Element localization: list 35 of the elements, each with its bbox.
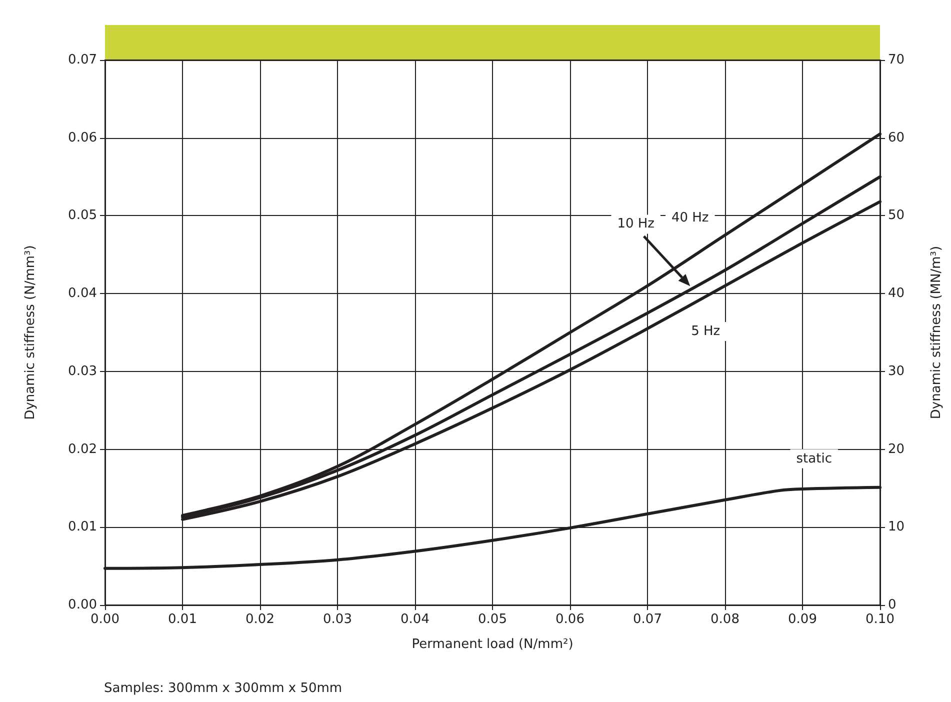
y2-tick-label: 50: [888, 208, 905, 224]
y-tick-label: 0.04: [68, 286, 97, 302]
y-axis-title: Dynamic stiffness (N/mm³): [23, 245, 38, 420]
text: Samples: 300mm x 300mm x 50mm: [104, 681, 342, 696]
x-axis-title: Permanent load (N/mm²): [412, 637, 574, 652]
y-tick-label: 0.07: [68, 52, 97, 68]
y2-tick-label: 0: [888, 598, 896, 612]
x-tick-label: 0.06: [556, 612, 584, 627]
x-tick-label: 0.08: [710, 612, 740, 627]
x-tick-label: 0.05: [478, 612, 507, 627]
y2-tick-label: 70: [888, 52, 905, 68]
y-tick-label: 0.00: [68, 598, 97, 612]
y2-tick-label: 30: [888, 364, 905, 379]
annotation: 5 Hz: [691, 324, 720, 339]
x-tick-label: 0.03: [323, 612, 352, 627]
y2-tick-label: 60: [888, 130, 905, 146]
y2-tick-label: 20: [888, 442, 905, 457]
y-tick-label: 0.05: [68, 208, 97, 224]
y-tick-label: 0.06: [68, 130, 97, 146]
y-tick-label: 0.02: [68, 442, 97, 457]
x-tick-label: 0.01: [168, 612, 197, 627]
annotation: 40 Hz: [671, 210, 709, 226]
x-tick-label: 0.07: [633, 612, 662, 627]
y-tick-label: 0.01: [68, 520, 97, 535]
x-tick-label: 0.02: [246, 612, 274, 627]
x-tick-label: 0.10: [866, 612, 894, 627]
y-tick-label: 0.03: [68, 364, 97, 379]
y2-tick-label: 40: [888, 286, 905, 302]
x-tick-label: 0.00: [90, 612, 120, 627]
annotation: 10 Hz: [617, 216, 655, 232]
annotation: static: [796, 451, 832, 466]
x-tick-label: 0.04: [400, 612, 430, 627]
y2-tick-label: 10: [888, 520, 905, 535]
y2-axis-title: Dynamic stiffness (MN/m³): [929, 246, 944, 420]
x-tick-label: 0.09: [788, 612, 817, 627]
